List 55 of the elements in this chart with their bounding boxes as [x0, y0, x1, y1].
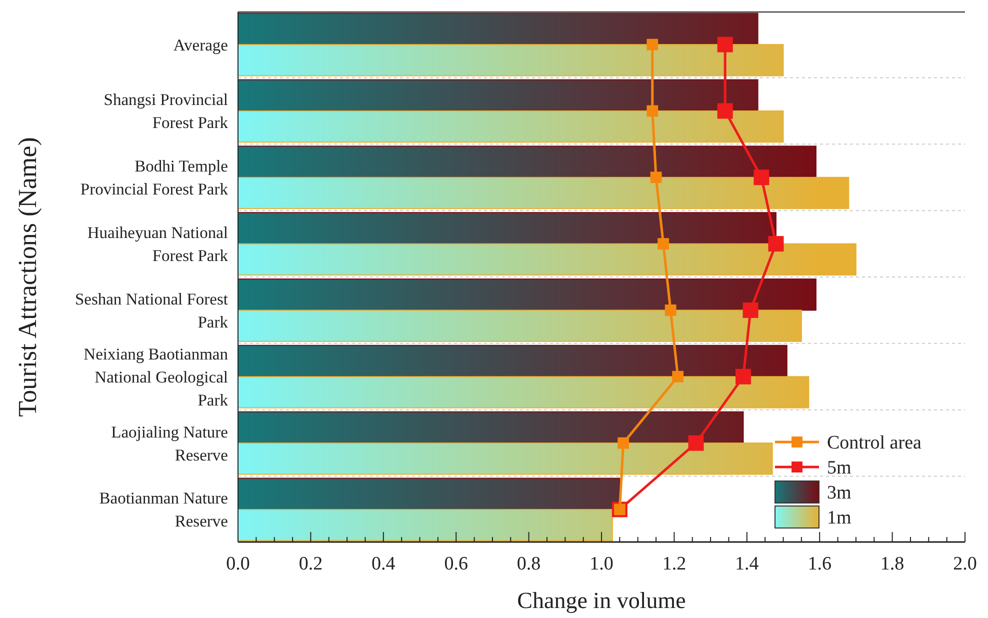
bar	[238, 278, 816, 311]
bar	[238, 146, 816, 178]
bar	[238, 44, 784, 76]
bar	[238, 110, 784, 143]
bar	[238, 12, 758, 46]
bar	[238, 243, 856, 276]
legend-label: Control area	[827, 432, 922, 454]
legend-label: 5m	[827, 458, 852, 479]
x-tick-label: 0.8	[516, 554, 541, 575]
point	[736, 368, 752, 384]
point	[672, 370, 684, 382]
bar	[238, 478, 620, 510]
bar	[238, 344, 788, 378]
x-tick-label: 0.2	[298, 554, 323, 575]
x-tick-label: 0.0	[226, 554, 250, 575]
point	[754, 170, 770, 186]
point	[717, 103, 733, 119]
point	[768, 236, 784, 252]
y-tick-label: Shangsi Provincial Forest Park	[104, 90, 229, 132]
legend-label: 1m	[827, 508, 852, 529]
y-tick-label: Average	[173, 35, 228, 54]
y-tick-label: Baotianman Nature Reserve	[99, 488, 228, 531]
point	[688, 435, 704, 451]
x-tick-label: 1.2	[662, 554, 686, 575]
y-tick-label: Huaiheyuan National Forest Park	[87, 223, 229, 266]
x-tick-label: 1.0	[590, 554, 614, 575]
point	[618, 437, 630, 449]
y-axis-title: Tourist Attractions (Name)	[13, 137, 42, 417]
bar	[238, 508, 613, 542]
point	[650, 172, 662, 184]
point	[717, 36, 733, 52]
x-tick-label: 1.6	[808, 554, 832, 575]
bar	[238, 310, 802, 342]
y-tick-label: Laojialing Nature Reserve	[111, 422, 228, 464]
bar	[238, 79, 758, 112]
x-axis-title: Change in volume	[517, 588, 686, 613]
bar	[238, 212, 776, 244]
point	[646, 105, 658, 117]
bar	[238, 411, 744, 444]
bar	[238, 176, 850, 210]
y-tick-label: Neixiang Baotianman National Geological Park	[84, 344, 229, 410]
x-tick-label: 2.0	[953, 554, 977, 575]
point	[658, 238, 669, 250]
x-tick-label: 1.8	[880, 554, 904, 575]
x-tick-label: 1.4	[735, 554, 760, 575]
point	[742, 302, 758, 318]
point	[646, 38, 658, 50]
x-tick-label: 0.4	[372, 554, 396, 575]
x-tick-label: 0.6	[444, 554, 468, 575]
y-tick-label: Bodhi Temple Provincial Forest Park	[80, 156, 229, 199]
point	[664, 304, 676, 316]
bar	[238, 442, 773, 475]
legend-label: 3m	[827, 482, 852, 504]
y-tick-label: Seshan National Forest Park	[74, 289, 229, 332]
bar	[238, 376, 810, 408]
